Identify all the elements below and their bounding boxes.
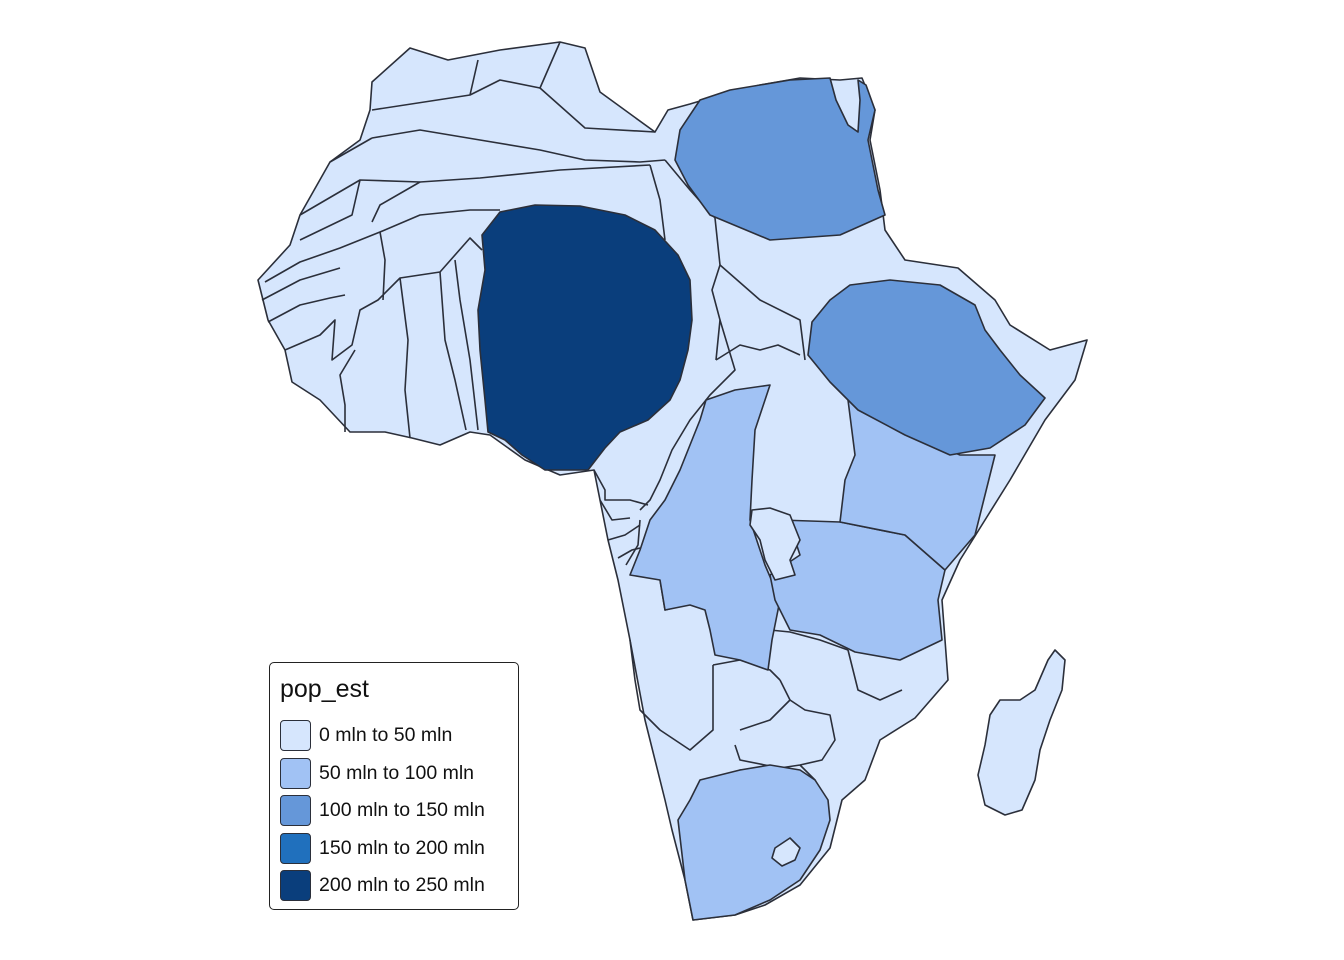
region-west-largest — [477, 204, 693, 471]
legend-swatch — [280, 832, 311, 864]
region-small-east — [749, 507, 801, 581]
legend-label: 100 mln to 150 mln — [319, 799, 485, 822]
legend-item: 100 mln to 150 mln — [280, 792, 485, 830]
region-island — [977, 649, 1066, 816]
legend-label: 200 mln to 250 mln — [319, 874, 485, 897]
legend-swatch — [280, 870, 311, 902]
legend-swatch — [280, 795, 311, 827]
legend-label: 150 mln to 200 mln — [319, 836, 485, 859]
region-northeast — [674, 77, 886, 241]
region-south — [677, 764, 831, 921]
legend-swatch — [280, 757, 311, 789]
legend-item: 200 mln to 250 mln — [280, 867, 485, 905]
legend-swatch — [280, 720, 311, 752]
legend-item: 150 mln to 200 mln — [280, 830, 485, 868]
legend-title: pop_est — [280, 675, 369, 703]
legend-item: 0 mln to 50 mln — [280, 717, 485, 755]
region-enclave — [771, 837, 801, 867]
legend-item: 50 mln to 100 mln — [280, 755, 485, 793]
legend-label: 50 mln to 100 mln — [319, 761, 475, 784]
legend-items: 0 mln to 50 mln 50 mln to 100 mln 100 ml… — [280, 717, 485, 905]
region-horn — [807, 279, 1046, 456]
map-legend: pop_est 0 mln to 50 mln 50 mln to 100 ml… — [269, 662, 519, 910]
legend-label: 0 mln to 50 mln — [319, 724, 453, 747]
region-central-band — [629, 384, 781, 671]
